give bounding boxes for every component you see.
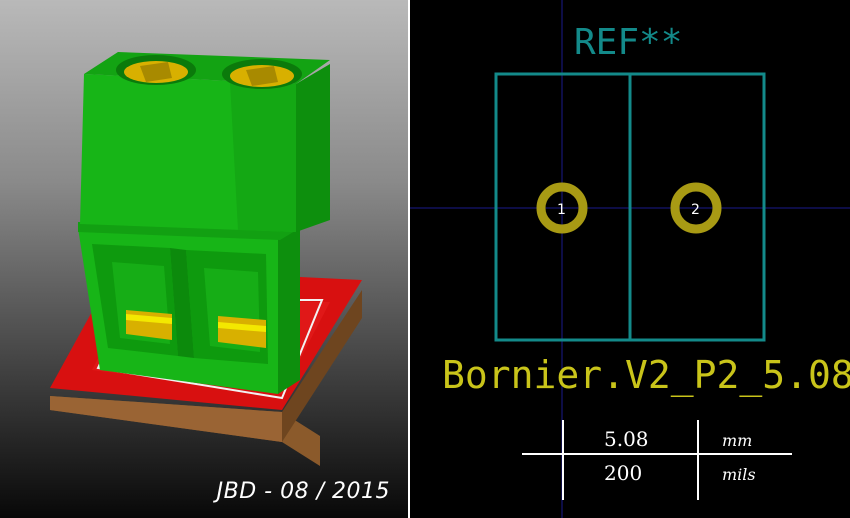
terminal-block-3d-model [50, 52, 362, 466]
panel-divider [408, 0, 410, 518]
mm-unit: mm [722, 431, 752, 450]
body-lower-right [278, 224, 300, 394]
clamp-edge-2 [218, 322, 266, 332]
body-upper-right [296, 64, 330, 232]
conversion-table: 5.08 mm 200 mils [522, 420, 792, 500]
pad-2-number: 2 [691, 202, 700, 218]
pad-2[interactable]: 2 [670, 182, 722, 234]
pcb-base-right [282, 290, 362, 442]
render-signature: JBD - 08 / 2015 [216, 479, 390, 504]
body-upper-shade [230, 82, 296, 232]
mils-unit: mils [722, 465, 756, 484]
footprint-canvas: REF** 1 2 Bornier.V2_P2_5.08 5.08 mm 200… [410, 0, 850, 518]
screw-slot-1 [140, 62, 172, 82]
mils-value: 200 [604, 461, 642, 485]
body-separator [170, 248, 194, 358]
footprint-value: Bornier.V2_P2_5.08 [442, 353, 850, 398]
pcb-base-front [50, 396, 282, 442]
footprint-reference: REF** [574, 22, 682, 63]
pad-1[interactable]: 1 [536, 182, 588, 234]
pad-1-number: 1 [557, 202, 566, 218]
clamp-edge-1 [126, 314, 172, 324]
footprint-view: REF** 1 2 Bornier.V2_P2_5.08 5.08 mm 200… [410, 0, 850, 518]
mm-value: 5.08 [604, 427, 649, 451]
3d-render-view: JBD - 08 / 2015 [0, 0, 408, 518]
screw-slot-2 [246, 66, 278, 86]
